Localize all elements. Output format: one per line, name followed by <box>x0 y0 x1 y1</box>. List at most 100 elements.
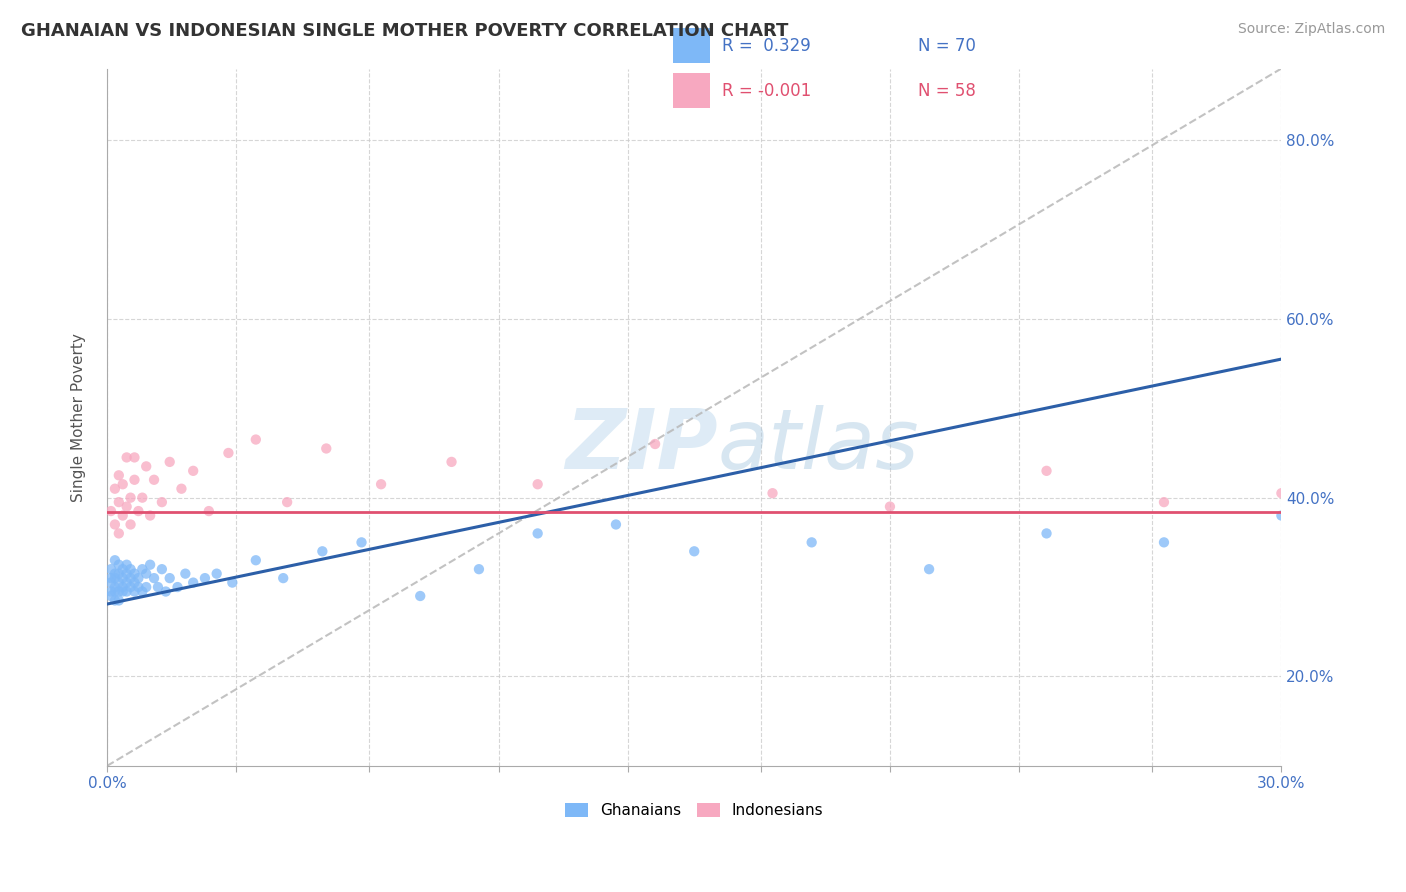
Point <box>135 580 157 594</box>
Point <box>409 589 432 603</box>
Point <box>115 450 138 465</box>
Point <box>115 500 138 514</box>
Point <box>108 558 131 572</box>
Point <box>644 437 666 451</box>
Point <box>108 584 131 599</box>
Point <box>104 517 127 532</box>
Point <box>108 495 131 509</box>
Point <box>526 526 548 541</box>
Point <box>120 580 142 594</box>
Point <box>111 508 134 523</box>
Point <box>276 495 298 509</box>
Point <box>155 584 177 599</box>
Point <box>143 571 166 585</box>
Point <box>108 593 131 607</box>
Point <box>683 544 706 558</box>
Point <box>440 455 463 469</box>
Point <box>104 580 127 594</box>
Point <box>108 575 131 590</box>
Point <box>120 517 142 532</box>
Point <box>108 468 131 483</box>
Point <box>198 504 221 518</box>
Point <box>135 459 157 474</box>
Point <box>124 566 146 581</box>
Point <box>217 446 239 460</box>
Text: R = -0.001: R = -0.001 <box>723 82 811 100</box>
Point <box>1388 464 1406 478</box>
Point <box>194 571 217 585</box>
Text: N = 58: N = 58 <box>918 82 976 100</box>
Point <box>100 589 122 603</box>
Point <box>315 442 337 456</box>
Point <box>150 562 173 576</box>
Point <box>124 575 146 590</box>
Point <box>1153 495 1175 509</box>
Point <box>104 553 127 567</box>
Point <box>181 464 204 478</box>
Text: atlas: atlas <box>717 405 920 485</box>
Y-axis label: Single Mother Poverty: Single Mother Poverty <box>72 333 86 501</box>
Point <box>605 517 627 532</box>
Point <box>131 584 153 599</box>
Point <box>104 593 127 607</box>
Point <box>104 566 127 581</box>
Point <box>1270 508 1292 523</box>
Text: R =  0.329: R = 0.329 <box>723 37 811 54</box>
Point <box>115 566 138 581</box>
Point <box>120 562 142 576</box>
Point <box>271 571 294 585</box>
Point <box>166 580 188 594</box>
Text: GHANAIAN VS INDONESIAN SINGLE MOTHER POVERTY CORRELATION CHART: GHANAIAN VS INDONESIAN SINGLE MOTHER POV… <box>21 22 789 40</box>
Point <box>108 526 131 541</box>
FancyBboxPatch shape <box>673 28 710 63</box>
Point <box>104 482 127 496</box>
Point <box>150 495 173 509</box>
Point <box>159 455 181 469</box>
Point <box>124 584 146 599</box>
Point <box>143 473 166 487</box>
Point <box>100 584 122 599</box>
Point <box>174 566 197 581</box>
Point <box>115 558 138 572</box>
Point <box>135 566 157 581</box>
Point <box>127 504 149 518</box>
Point <box>311 544 333 558</box>
Point <box>1035 464 1057 478</box>
Point <box>111 571 134 585</box>
Point <box>370 477 392 491</box>
Point <box>111 584 134 599</box>
Point <box>181 575 204 590</box>
Point <box>100 575 122 590</box>
Legend: Ghanaians, Indonesians: Ghanaians, Indonesians <box>560 797 830 824</box>
Point <box>127 580 149 594</box>
Point <box>350 535 373 549</box>
Point <box>159 571 181 585</box>
Point <box>146 580 169 594</box>
Point <box>761 486 783 500</box>
Point <box>115 584 138 599</box>
Point <box>918 562 941 576</box>
Point <box>124 450 146 465</box>
Point <box>139 558 162 572</box>
Text: ZIP: ZIP <box>565 405 717 485</box>
Point <box>1153 535 1175 549</box>
Point <box>104 571 127 585</box>
FancyBboxPatch shape <box>673 73 710 108</box>
Point <box>104 584 127 599</box>
Point <box>131 491 153 505</box>
Point <box>124 473 146 487</box>
Point <box>1270 486 1292 500</box>
Text: Source: ZipAtlas.com: Source: ZipAtlas.com <box>1237 22 1385 37</box>
Point <box>100 504 122 518</box>
Point <box>879 500 901 514</box>
Point <box>111 562 134 576</box>
Point <box>111 477 134 491</box>
Point <box>170 482 193 496</box>
Text: N = 70: N = 70 <box>918 37 976 54</box>
Point <box>111 580 134 594</box>
Point <box>100 562 122 576</box>
Point <box>131 562 153 576</box>
Point <box>468 562 491 576</box>
Point <box>221 575 243 590</box>
Point <box>526 477 548 491</box>
